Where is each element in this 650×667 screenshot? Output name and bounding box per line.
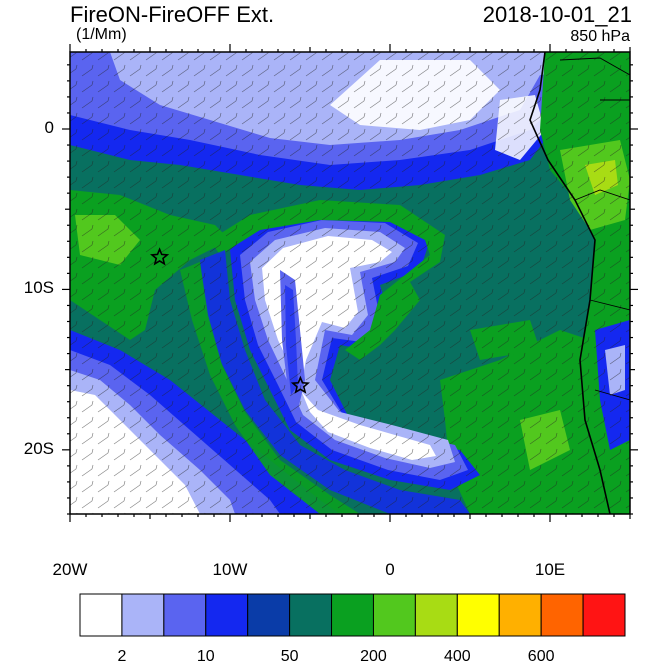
colorbar-label: 400 — [443, 648, 471, 665]
colorbar-swatch — [289, 593, 333, 637]
colorbar-swatch — [540, 593, 584, 637]
colorbar-swatch — [121, 593, 165, 637]
lat-label: 10S — [23, 278, 54, 298]
colorbar-swatch — [205, 593, 249, 637]
colorbar-swatch — [582, 593, 626, 637]
colorbar-swatch — [79, 593, 123, 637]
colorbar-swatch — [331, 593, 374, 637]
datetime-label: 2018-10-01_21 — [482, 2, 632, 27]
colorbar-swatch — [414, 593, 458, 637]
colorbar-swatch — [498, 593, 542, 637]
colorbar-label: 600 — [527, 648, 555, 665]
map-frame — [69, 51, 631, 515]
axis-ticks — [62, 44, 638, 522]
colorbar-swatch — [372, 593, 416, 637]
plot-title: FireON-FireOFF Ext. — [70, 2, 275, 27]
colorbar-label: 200 — [360, 648, 387, 665]
colorbar-label: 2 — [117, 648, 127, 665]
units-label: (1/Mm) — [76, 26, 127, 43]
star-marker-central — [290, 375, 310, 394]
lat-label: 0 — [44, 118, 54, 137]
star-marker-west — [150, 247, 170, 266]
colorbar-label: 10 — [196, 648, 215, 665]
colorbar — [79, 593, 626, 637]
colorbar-swatch — [456, 593, 500, 637]
colorbar-label: 50 — [280, 648, 299, 665]
colorbar-swatch — [163, 593, 207, 637]
lon-label: 0 — [385, 560, 395, 579]
colorbar-swatch — [247, 593, 291, 637]
lon-label: 10E — [534, 560, 566, 579]
lon-label: 10W — [212, 560, 248, 579]
pressure-level-label: 850 hPa — [570, 28, 630, 45]
lon-label: 20W — [52, 560, 88, 579]
star-markers — [150, 247, 310, 394]
aerosol-extinction-field — [70, 52, 630, 514]
lat-label: 20S — [23, 438, 54, 458]
